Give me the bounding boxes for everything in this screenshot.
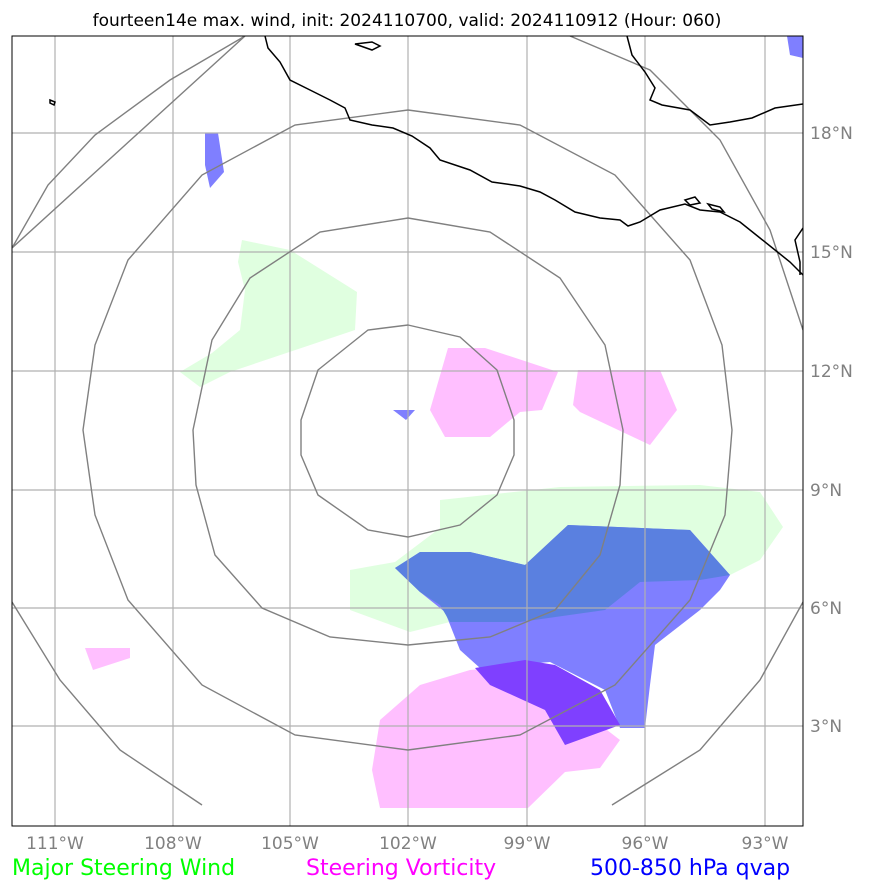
lagoon-east — [683, 196, 702, 206]
ring-4-southeast — [611, 601, 803, 806]
qvap-wind-overlap — [395, 525, 730, 622]
plot-frame — [11, 35, 804, 827]
lon-tick-label: 102°W — [379, 834, 437, 854]
coastline — [49, 36, 803, 276]
lon-tick-label: 99°W — [504, 834, 551, 854]
mexico-pacific-coast — [264, 36, 803, 276]
ring-1 — [300, 324, 515, 538]
lat-tick-label: 3°N — [810, 717, 842, 737]
lat-tick-label: 15°N — [810, 243, 853, 263]
qvap-region-center — [393, 410, 415, 420]
ring-4-east — [569, 36, 803, 331]
lon-tick-label: 108°W — [144, 834, 202, 854]
vort-region-west — [85, 648, 130, 670]
qvap-region-northeast — [787, 36, 803, 58]
ring-4-southwest — [12, 601, 203, 806]
lagoon-east-2 — [706, 202, 726, 214]
ring-4 — [12, 36, 246, 249]
legend-steering-vorticity: Steering Vorticity — [306, 856, 496, 881]
qvap-vort-overlap — [475, 660, 620, 745]
lon-tick-label: 105°W — [261, 834, 319, 854]
coast-fragment-east — [794, 227, 803, 275]
legend-qvap: 500-850 hPa qvap — [590, 856, 790, 881]
ring-3 — [82, 109, 733, 751]
lat-tick-label: 18°N — [810, 124, 853, 144]
lat-tick-label: 6°N — [810, 599, 842, 619]
distance-rings — [12, 36, 803, 806]
graticule — [12, 36, 803, 826]
wind-region-northwest — [180, 240, 357, 387]
vort-region-center — [430, 348, 558, 437]
lon-tick-label: 111°W — [26, 834, 84, 854]
lat-tick-labels: 18°N 15°N 12°N 9°N 6°N 3°N — [810, 124, 853, 737]
island-west — [49, 98, 56, 107]
gulf-coast — [626, 36, 803, 126]
map-title: fourteen14e max. wind, init: 2024110700,… — [93, 11, 722, 31]
legend-steering-wind: Major Steering Wind — [12, 856, 235, 881]
lon-tick-label: 96°W — [622, 834, 669, 854]
lat-tick-label: 9°N — [810, 481, 842, 501]
lon-tick-labels: 111°W 108°W 105°W 102°W 99°W 96°W 93°W — [26, 834, 789, 854]
lon-tick-label: 93°W — [742, 834, 789, 854]
qvap-field — [205, 36, 803, 745]
legend: Major Steering Wind Steering Vorticity 5… — [12, 856, 790, 881]
plot-area — [12, 36, 803, 826]
lat-tick-label: 12°N — [810, 362, 853, 382]
island-north — [354, 41, 382, 51]
vort-region-east — [573, 370, 677, 445]
qvap-region-northwest — [205, 133, 224, 188]
ring-2 — [192, 217, 624, 646]
